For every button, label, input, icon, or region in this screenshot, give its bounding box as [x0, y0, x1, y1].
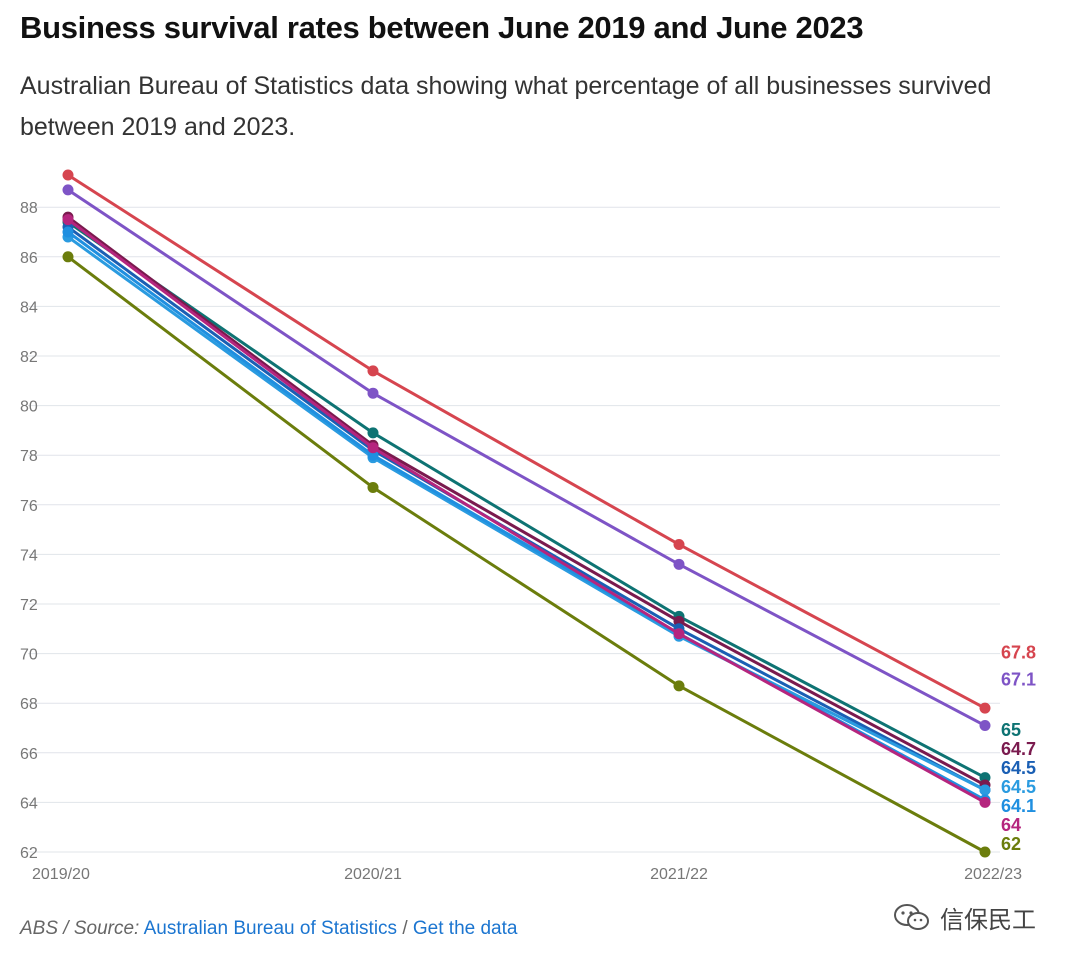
data-point[interactable] — [367, 365, 379, 377]
end-value-label: 64.1 — [1001, 796, 1036, 816]
series-3 — [62, 216, 991, 784]
series-lines — [62, 169, 991, 858]
y-tick-label: 62 — [20, 845, 38, 862]
data-point[interactable] — [979, 846, 991, 858]
y-tick-label: 70 — [20, 647, 38, 664]
data-point[interactable] — [62, 169, 74, 181]
watermark-text: 信保民工 — [940, 906, 1036, 934]
data-point[interactable] — [62, 214, 74, 226]
y-tick-label: 84 — [20, 299, 38, 316]
data-point[interactable] — [979, 702, 991, 714]
end-value-label: 67.8 — [1001, 643, 1036, 663]
series-1 — [62, 169, 991, 714]
chart-subtitle: Australian Bureau of Statistics data sho… — [20, 72, 992, 141]
data-point[interactable] — [62, 226, 74, 238]
series-line — [67, 215, 986, 787]
y-tick-label: 86 — [20, 250, 38, 267]
data-point[interactable] — [673, 628, 685, 640]
data-point[interactable] — [673, 680, 685, 692]
data-point[interactable] — [673, 558, 685, 570]
y-tick-label: 78 — [20, 448, 38, 465]
y-tick-label: 68 — [20, 696, 38, 713]
x-tick-label: 2022/23 — [964, 866, 1022, 883]
data-point[interactable] — [979, 796, 991, 808]
y-axis-ticks: 62 64 66 68 70 72 74 76 78 80 82 84 86 88 — [20, 200, 38, 862]
end-value-label: 64.5 — [1001, 777, 1036, 797]
data-point[interactable] — [367, 442, 379, 454]
series-line — [67, 218, 986, 804]
series-line — [67, 255, 986, 854]
series-2 — [62, 184, 991, 732]
source-link[interactable]: Australian Bureau of Statistics — [143, 918, 398, 939]
x-tick-label: 2021/22 — [650, 866, 708, 883]
data-point[interactable] — [62, 251, 74, 263]
y-tick-label: 66 — [20, 746, 38, 763]
x-axis-ticks: 2019/20 2020/21 2021/22 2022/23 — [32, 866, 1022, 883]
data-point[interactable] — [367, 387, 379, 399]
x-tick-label: 2019/20 — [32, 866, 90, 883]
end-value-label: 67.1 — [1001, 670, 1036, 690]
y-tick-label: 76 — [20, 498, 38, 515]
y-tick-label: 82 — [20, 349, 38, 366]
data-point[interactable] — [367, 481, 379, 493]
series-line — [67, 188, 986, 727]
get-the-data-link[interactable]: Get the data — [412, 918, 518, 939]
wechat-icon — [894, 904, 929, 930]
y-tick-label: 72 — [20, 597, 38, 614]
series-line — [67, 235, 986, 792]
series-line — [67, 220, 986, 779]
y-tick-label: 88 — [20, 200, 38, 217]
data-point[interactable] — [673, 538, 685, 550]
end-value-label: 62 — [1001, 834, 1021, 854]
x-tick-label: 2020/21 — [344, 866, 402, 883]
series-8 — [62, 214, 991, 808]
y-tick-label: 64 — [20, 795, 38, 812]
end-value-label: 64 — [1001, 815, 1021, 835]
series-5 — [62, 221, 991, 796]
source-footer: ABS / Source: Australian Bureau of Stati… — [20, 918, 517, 940]
y-tick-label: 80 — [20, 399, 38, 416]
series-9 — [62, 251, 991, 858]
series-line — [67, 173, 986, 710]
end-value-label: 64.5 — [1001, 758, 1036, 778]
series-4 — [62, 211, 991, 791]
source-separator: / — [402, 918, 408, 939]
end-value-label: 64.7 — [1001, 739, 1036, 759]
watermark: 信保民工 — [892, 900, 1036, 934]
y-tick-label: 74 — [20, 547, 38, 564]
source-lead-text: ABS / Source: — [20, 918, 140, 939]
data-point[interactable] — [979, 784, 991, 796]
end-value-label: 65 — [1001, 720, 1021, 740]
data-point[interactable] — [62, 184, 74, 196]
data-point[interactable] — [979, 720, 991, 732]
chart-title: Business survival rates between June 201… — [20, 10, 864, 45]
data-point[interactable] — [367, 427, 379, 439]
